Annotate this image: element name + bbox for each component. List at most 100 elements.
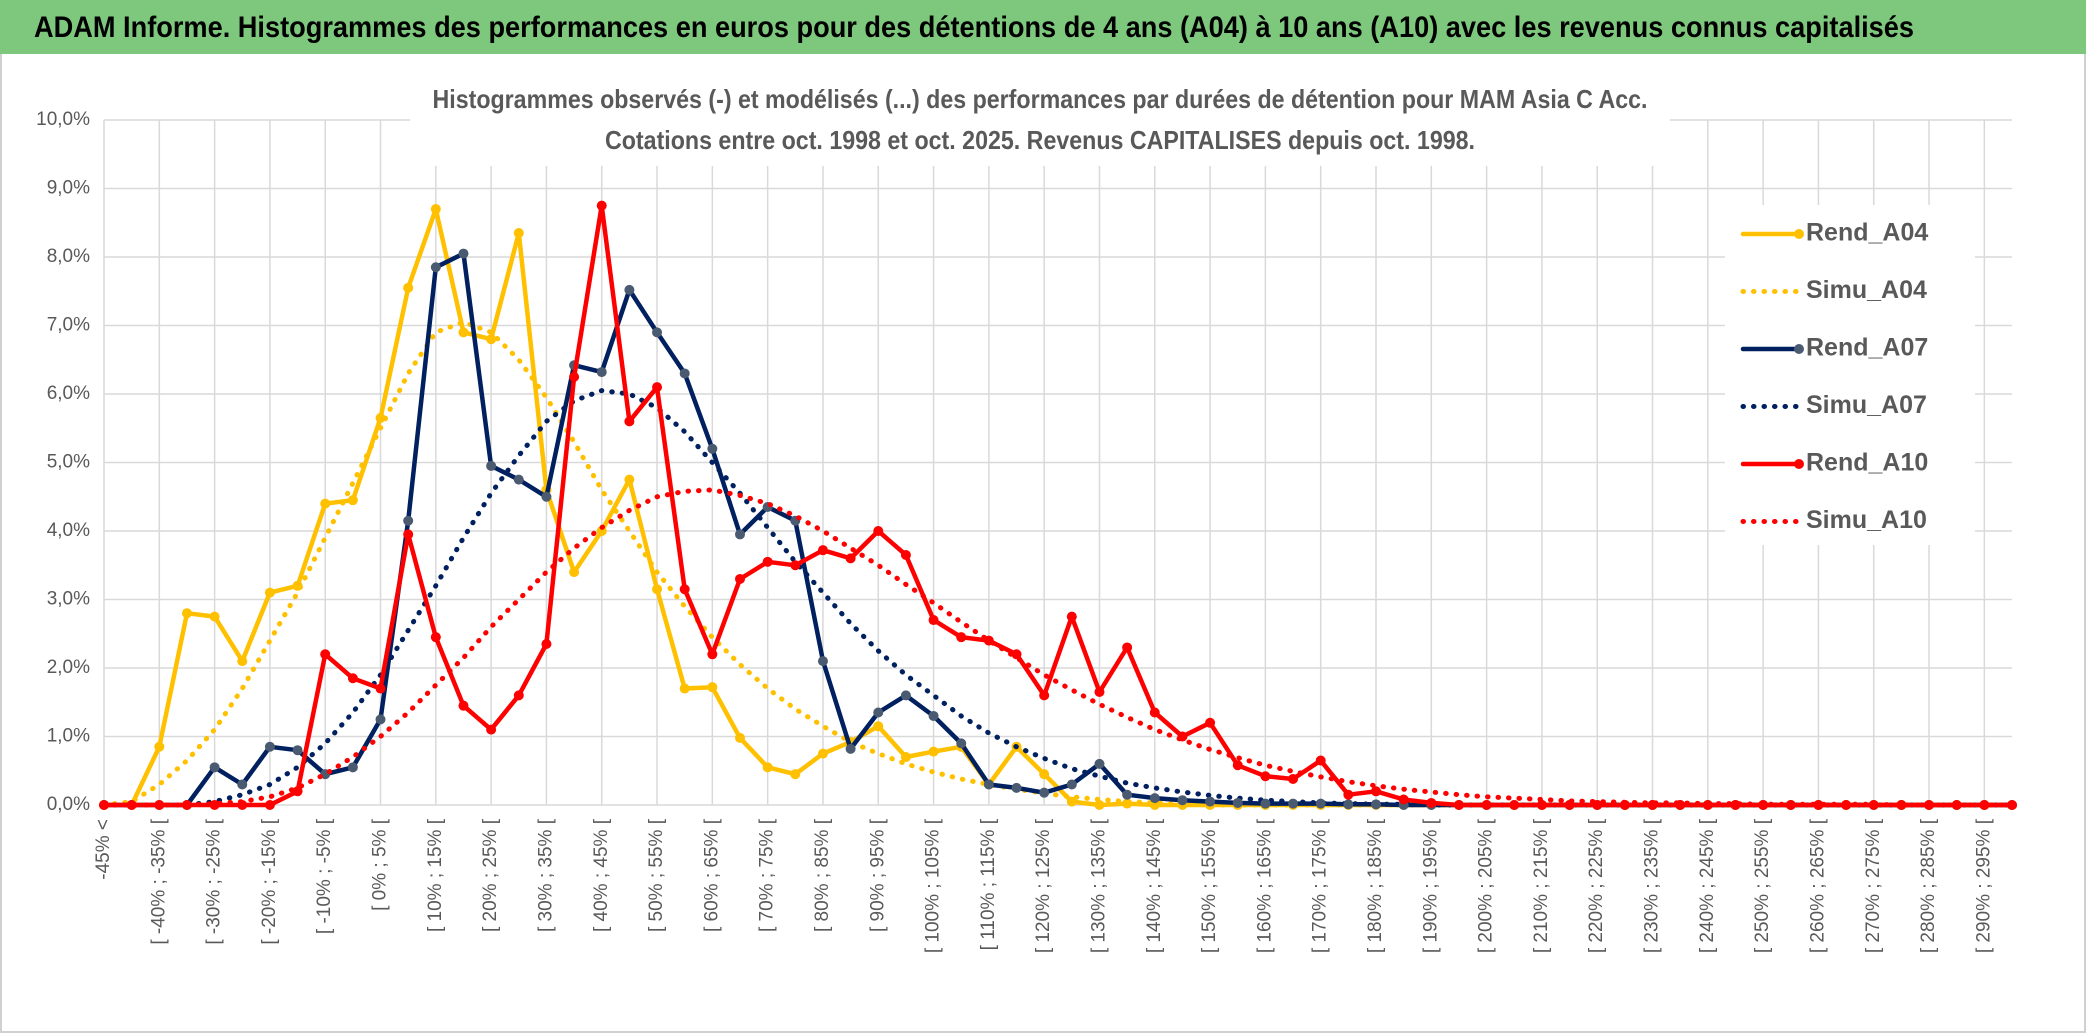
marker <box>1039 787 1050 798</box>
marker <box>1149 800 1160 810</box>
marker <box>1841 800 1852 810</box>
marker <box>237 656 248 667</box>
marker <box>458 248 469 259</box>
marker <box>1066 611 1077 622</box>
legend-label: Rend_A10 <box>1806 449 1928 477</box>
marker <box>735 529 745 540</box>
x-tick-label: [ 190% ; 195% [ <box>1420 818 1441 953</box>
marker <box>679 683 690 694</box>
marker <box>817 545 828 556</box>
marker <box>928 710 939 721</box>
y-tick-label: 0,0% <box>47 794 90 815</box>
x-tick-label: [ 100% ; 105% [ <box>923 818 944 953</box>
y-tick-label: 9,0% <box>47 178 90 199</box>
marker <box>1675 800 1686 810</box>
marker <box>956 632 967 643</box>
x-tick-label: [ 200% ; 205% [ <box>1476 818 1497 953</box>
marker <box>1315 755 1326 766</box>
legend: Rend_A04 Simu_A04 Rend_A07 Simu_A07 Rend_A10… <box>1740 219 1928 534</box>
marker <box>1453 800 1464 810</box>
marker <box>209 800 220 810</box>
marker <box>513 474 524 485</box>
header-title: ADAM Informe. Histogrammes des performan… <box>34 11 1914 44</box>
marker <box>873 707 884 718</box>
marker <box>1288 798 1299 809</box>
marker <box>928 746 939 757</box>
marker <box>1536 800 1547 810</box>
y-tick-label: 4,0% <box>47 520 90 541</box>
marker <box>1592 800 1603 810</box>
marker <box>403 282 414 293</box>
x-tick-label: [ 60% ; 65% [ <box>701 818 722 932</box>
marker <box>320 498 331 509</box>
x-tick-label: [ 230% ; 235% [ <box>1642 818 1663 953</box>
x-tick-label: [ 140% ; 145% [ <box>1144 818 1165 953</box>
marker <box>1619 800 1630 810</box>
marker <box>154 741 165 752</box>
marker <box>458 700 469 711</box>
marker <box>900 690 911 701</box>
marker <box>707 682 718 693</box>
marker <box>486 460 497 471</box>
x-tick-label: [ 80% ; 85% [ <box>812 818 833 932</box>
marker <box>679 368 690 379</box>
marker <box>1094 800 1105 810</box>
marker <box>1011 782 1022 793</box>
chart-subtitle: Cotations entre oct. 1998 et oct. 2025. … <box>605 125 1475 155</box>
legend-label: Simu_A07 <box>1806 391 1927 419</box>
marker <box>817 748 828 759</box>
legend-label: Simu_A10 <box>1806 506 1927 534</box>
dotted-line <box>101 487 2015 808</box>
marker <box>1343 799 1354 810</box>
x-tick-label: [ 150% ; 155% [ <box>1199 818 1220 953</box>
marker <box>1730 800 1741 810</box>
marker <box>430 262 441 273</box>
marker <box>264 800 275 810</box>
marker <box>1011 649 1022 660</box>
marker <box>652 382 663 393</box>
marker <box>1177 731 1188 742</box>
marker <box>1066 796 1077 807</box>
marker <box>1951 800 1962 810</box>
marker <box>1702 800 1713 810</box>
marker <box>1398 794 1409 805</box>
marker <box>430 632 441 643</box>
marker <box>1149 707 1160 718</box>
x-tick-label: [ 290% ; 295% [ <box>1973 818 1994 953</box>
marker <box>320 649 331 660</box>
marker <box>209 611 220 622</box>
marker <box>541 639 552 650</box>
marker <box>1371 786 1381 797</box>
marker <box>1758 800 1769 810</box>
marker <box>707 443 718 454</box>
marker <box>126 800 137 810</box>
y-tick-label: 6,0% <box>47 383 90 404</box>
x-tick-label: [ 270% ; 275% [ <box>1863 818 1884 953</box>
x-tick-label: [ 220% ; 225% [ <box>1586 818 1607 953</box>
x-tick-label: [ 50% ; 55% [ <box>646 818 667 932</box>
x-tick-label: [ -40% ; -35% [ <box>148 818 169 944</box>
marker <box>1481 800 1492 810</box>
legend-label: Simu_A04 <box>1806 276 1927 304</box>
x-tick-label: [ 70% ; 75% [ <box>757 818 778 932</box>
marker <box>817 656 828 667</box>
x-tick-label: [ 160% ; 165% [ <box>1254 818 1275 953</box>
marker <box>624 474 635 485</box>
marker <box>1260 798 1271 809</box>
marker <box>596 367 607 378</box>
line <box>101 203 2015 808</box>
marker <box>209 762 220 773</box>
legend-marker <box>1794 344 1804 354</box>
marker <box>569 371 580 382</box>
marker <box>1896 800 1907 810</box>
marker <box>1564 800 1575 810</box>
title-background <box>410 80 1670 166</box>
marker <box>900 549 911 560</box>
marker <box>790 560 801 571</box>
marker <box>486 724 497 735</box>
marker <box>707 649 718 660</box>
marker <box>513 690 524 701</box>
marker <box>1232 797 1243 808</box>
x-tick-label: [ 260% ; 265% [ <box>1807 818 1828 953</box>
